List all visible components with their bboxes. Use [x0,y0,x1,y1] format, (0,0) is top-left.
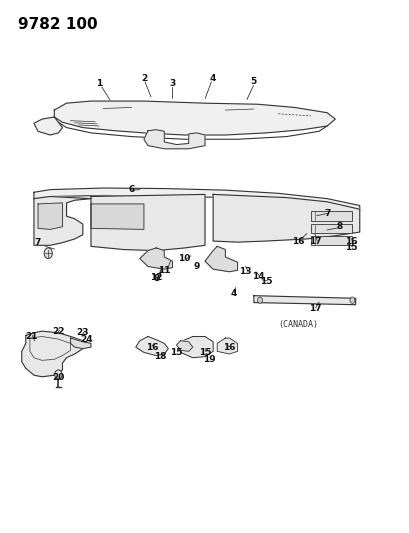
Text: 14: 14 [251,271,264,280]
Text: 17: 17 [308,237,321,246]
Text: 19: 19 [202,355,215,364]
Text: 7: 7 [323,209,330,218]
Text: 16: 16 [146,343,158,352]
Text: 16: 16 [222,343,235,352]
Text: 4: 4 [230,288,236,297]
Polygon shape [38,203,62,229]
Bar [310,236,351,245]
Polygon shape [204,246,237,272]
Text: 10: 10 [178,254,190,263]
Polygon shape [213,195,359,242]
Polygon shape [34,188,359,211]
Text: 15: 15 [198,348,211,357]
Polygon shape [139,248,172,269]
Text: 15: 15 [170,348,182,357]
Text: 13: 13 [239,268,252,276]
Text: 16: 16 [344,237,357,246]
Text: 8: 8 [153,273,159,282]
Polygon shape [91,204,144,229]
Text: 8: 8 [335,222,342,231]
Text: 6: 6 [128,185,135,194]
Polygon shape [144,130,204,149]
Text: 5: 5 [250,77,256,86]
Polygon shape [54,101,335,135]
Text: 22: 22 [52,327,65,336]
Text: 1: 1 [96,79,102,88]
Text: 4: 4 [209,74,216,83]
Text: 7: 7 [35,238,41,247]
Text: 18: 18 [154,352,166,361]
Polygon shape [135,336,168,356]
Polygon shape [176,341,192,351]
Text: 24: 24 [81,335,93,344]
Text: (CANADA): (CANADA) [278,320,317,329]
Polygon shape [70,338,91,349]
Circle shape [44,248,52,259]
Bar [310,212,351,221]
Text: 17: 17 [308,304,321,313]
Polygon shape [91,195,204,251]
Text: 15: 15 [259,277,272,286]
Polygon shape [217,338,237,354]
Bar [310,223,351,233]
Text: 12: 12 [150,272,162,281]
Polygon shape [34,197,91,245]
Text: 21: 21 [26,332,38,341]
Circle shape [349,297,354,303]
Circle shape [55,370,62,379]
Text: 23: 23 [76,328,89,337]
Text: 9: 9 [193,262,200,271]
Text: 15: 15 [344,244,357,253]
Circle shape [257,297,262,303]
Text: 20: 20 [52,373,65,382]
Text: 16: 16 [292,237,304,246]
Polygon shape [180,336,213,358]
Text: 9782 100: 9782 100 [18,17,97,33]
Polygon shape [34,117,62,135]
Text: 11: 11 [157,266,170,275]
Text: 3: 3 [169,79,175,88]
Polygon shape [22,331,83,377]
Polygon shape [253,296,355,305]
Text: 2: 2 [140,74,147,83]
